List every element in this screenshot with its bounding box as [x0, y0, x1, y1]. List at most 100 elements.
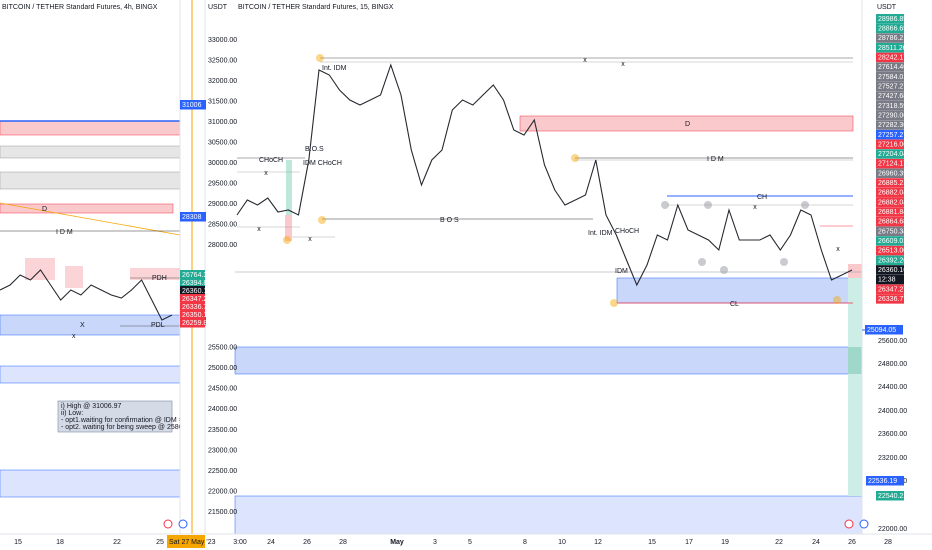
annotation: Int. IDM: [588, 230, 613, 237]
price-label: 25094.05: [867, 327, 896, 334]
y-tick-label: 28000.00: [208, 242, 237, 249]
note-line: - opt1.waiting for confirmation @ IDM = …: [61, 417, 214, 424]
x-tick-label: 15: [14, 539, 22, 546]
x-mark: x: [257, 226, 261, 233]
annotation: IDM CHoCH: [303, 160, 342, 167]
price-label-bg: [180, 302, 205, 312]
y-tick-label: 23200.00: [878, 455, 907, 462]
y-tick-label: 29000.00: [208, 201, 237, 208]
price-label-bg: [876, 42, 904, 53]
price-line: [236, 63, 853, 287]
price-label-bg: [876, 158, 904, 169]
price-label: 27527.27: [878, 83, 907, 90]
price-label: 22536.19: [868, 478, 897, 485]
price-label: 26960.39: [878, 170, 907, 177]
y-tick-label: 32000.00: [208, 78, 237, 85]
price-label-bg: [876, 178, 904, 188]
price-label: 28308: [182, 214, 202, 221]
mark-label: x: [72, 333, 76, 340]
y-tick-label: 25600.00: [878, 338, 907, 345]
y-tick-label: 31500.00: [208, 98, 237, 105]
y-tick-label: 24400.00: [878, 384, 907, 391]
x-tick-label: 12: [594, 539, 602, 546]
price-label-bg: [180, 100, 206, 110]
price-label-bg: [876, 120, 904, 130]
price-label: 27216.06: [878, 141, 907, 148]
y-tick-label: 24500.00: [208, 386, 237, 393]
price-label: 27318.59: [878, 103, 907, 110]
y-tick-label: 28500.00: [208, 222, 237, 229]
price-label-bg: [180, 278, 205, 288]
price-label-bg: [876, 14, 904, 24]
price-label: 26347.27: [878, 286, 907, 293]
annotation: IDM: [615, 268, 628, 275]
price-label-bg: [865, 325, 903, 335]
x-tick-label: 24: [267, 539, 275, 546]
price-label-bg: [876, 197, 904, 208]
price-label: 26259.83: [182, 320, 211, 327]
line-label: PDH: [152, 275, 167, 282]
left-title: BITCOIN / TETHER Standard Futures, 4h, B…: [2, 4, 158, 11]
icons: [163, 519, 869, 529]
x-tick-label: 28: [339, 539, 347, 546]
price-label-bg: [876, 226, 904, 237]
price-label: 28786.21: [878, 35, 907, 42]
x-tick-label: 28: [884, 539, 892, 546]
price-label: 27427.68: [878, 93, 907, 100]
price-label: 27282.36: [878, 122, 907, 129]
y-tick-label: 31000.00: [208, 119, 237, 126]
zone-label: X: [80, 322, 85, 329]
left-pane: BITCOIN / TETHER Standard Futures, 4h, B…: [0, 4, 214, 498]
line-label: PDL: [151, 322, 165, 329]
axis-unit: USDT: [208, 4, 228, 11]
price-label: 27614.46: [878, 64, 907, 71]
x-tick-label: 26: [848, 539, 856, 546]
x-tick-label: 18: [56, 539, 64, 546]
line-label: I D M: [56, 229, 73, 236]
price-label-bg: [876, 284, 904, 294]
price-label-bg: [876, 245, 904, 256]
x-mark: x: [583, 57, 587, 64]
main-series-group: [236, 63, 853, 287]
price-label: 26360.16: [878, 267, 907, 274]
price-label: 26885.21: [878, 180, 907, 187]
annotation: B.O.S: [305, 146, 324, 153]
price-label: 26609.01: [878, 238, 907, 245]
price-label: 28511.26: [878, 45, 907, 52]
price-label-bg: [876, 216, 904, 227]
main-pane: BITCOIN / TETHER Standard Futures, 15, B…: [234, 4, 863, 535]
y-tick-label: 25000.00: [208, 365, 237, 372]
price-label: 31006: [182, 102, 202, 109]
price-label-bg: [180, 310, 205, 320]
note-line: i) High @ 31006.97: [61, 403, 122, 410]
price-label: 26360.16: [182, 288, 211, 295]
x-tick-label: 17: [685, 539, 693, 546]
price-label: 26350.16: [182, 312, 211, 319]
price-label-bg: [876, 100, 904, 111]
price-label-bg: [876, 149, 904, 159]
price-label-bg: [876, 255, 904, 265]
y-tick-label: 23600.00: [878, 431, 907, 438]
price-label-bg: [876, 139, 904, 150]
y-tick-label: 21500.00: [208, 509, 237, 516]
price-label: 26764.39: [182, 272, 211, 279]
price-label-bg: [876, 110, 904, 121]
price-label: 26882.04: [878, 199, 907, 206]
price-label: 28866.65: [878, 26, 907, 33]
x-tick-label: 24: [812, 539, 820, 546]
x-tick-label: 26: [303, 539, 311, 546]
x-tick-label: 22: [113, 539, 121, 546]
price-label: 27124.17: [878, 161, 907, 168]
annotation: CL: [730, 301, 739, 308]
price-label-bg: [876, 294, 904, 304]
price-label: 26392.26: [878, 257, 907, 264]
y-tick-label: 30000.00: [208, 160, 237, 167]
annotation: Int. IDM: [322, 65, 347, 72]
x-mark: x: [753, 204, 757, 211]
y-tick-label: 33000.00: [208, 37, 237, 44]
x-tick-label: 8: [523, 539, 527, 546]
x-tick-label: 15: [648, 539, 656, 546]
annotation: CHoCH: [615, 228, 639, 235]
x-tick-label: 10: [558, 539, 566, 546]
